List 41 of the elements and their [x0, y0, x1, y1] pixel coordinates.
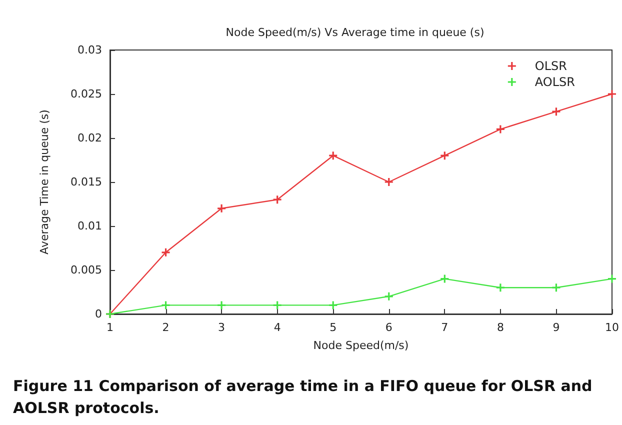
- legend-label: OLSR: [534, 59, 568, 73]
- point: [218, 301, 226, 310]
- y-tick-label: 0.015: [70, 176, 102, 188]
- y-tick-label: 0.005: [70, 264, 102, 276]
- y-tick-label: 0.03: [78, 44, 102, 56]
- x-tick-label: 5: [330, 321, 337, 334]
- point: [329, 301, 338, 310]
- point: [218, 204, 226, 212]
- x-tick-label: 4: [274, 321, 281, 334]
- chart-title: Node Speed(m/s) Vs Average time in queue (s): [226, 26, 484, 39]
- y-tick-label: 0: [95, 308, 102, 320]
- x-axis-title: Node Speed(m/s): [313, 339, 409, 352]
- point: [273, 301, 282, 310]
- point: [162, 301, 170, 310]
- x-tick-label: 9: [552, 321, 560, 334]
- point: [273, 196, 282, 204]
- x-tick-label: 8: [496, 321, 504, 334]
- point: [384, 292, 393, 300]
- x-tick-label: 3: [218, 321, 226, 334]
- legend-label: AOLSR: [534, 75, 576, 89]
- y-axis-title: Average Time in queue (s): [38, 110, 51, 254]
- point: [162, 248, 170, 256]
- caption: Figure 11 Comparison of average time in a FIFO queue for OLSR and AOLSR protocols.: [13, 377, 598, 417]
- y-tick-label: 0.025: [70, 88, 102, 100]
- point: [552, 108, 560, 116]
- x-tick-label: 1: [106, 321, 114, 334]
- y-tick-label: 0.01: [78, 220, 102, 232]
- point: [384, 178, 393, 186]
- x-tick-label: 7: [441, 321, 448, 334]
- x-tick-label: 6: [385, 321, 392, 334]
- point: [496, 284, 504, 292]
- y-tick-label: 0.02: [78, 132, 102, 144]
- point: [608, 90, 616, 98]
- point: [329, 152, 338, 160]
- point: [552, 284, 560, 292]
- point: [440, 274, 449, 283]
- x-tick-label: 2: [162, 321, 170, 334]
- x-tick-label: 10: [605, 321, 619, 334]
- point: [496, 125, 504, 134]
- point: [608, 274, 616, 283]
- point: [440, 152, 449, 160]
